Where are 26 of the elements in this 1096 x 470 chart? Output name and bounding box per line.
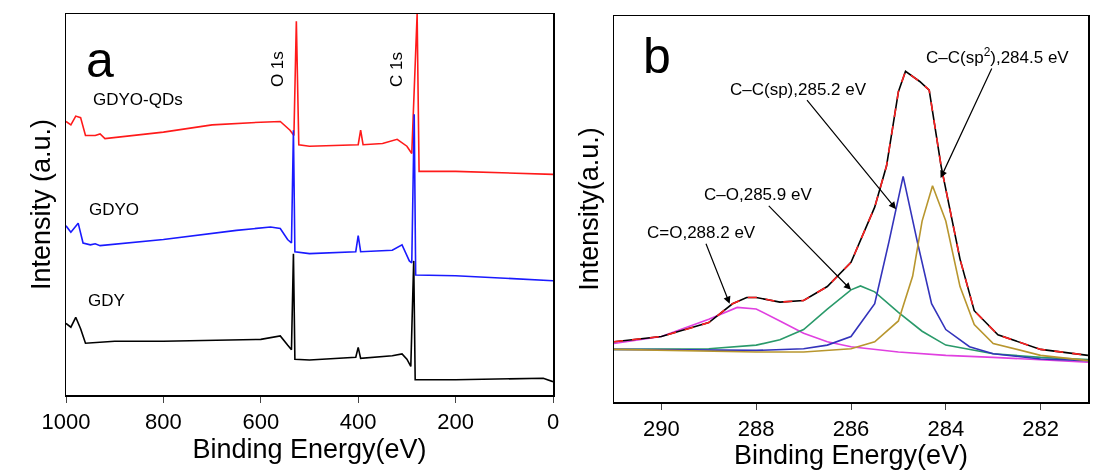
annotation: b	[643, 28, 671, 84]
annotation: C 1s	[387, 51, 407, 87]
series-label: GDYO	[89, 200, 140, 219]
annotation: O 1s	[267, 51, 287, 88]
annotation: C–C(sp),285.2 eV	[730, 80, 867, 99]
annotation: a	[86, 32, 114, 88]
x-tick-label: 286	[832, 415, 870, 441]
y-axis-title: Intensity (a.u.)	[25, 118, 56, 291]
x-tick-label: 284	[927, 415, 965, 441]
x-axis-title: Binding Energy(eV)	[733, 440, 969, 470]
annotation: C=O,288.2 eV	[647, 223, 756, 242]
x-tick-label: 0	[546, 408, 560, 434]
x-tick-label: 600	[242, 408, 280, 434]
x-tick-label: 1000	[41, 408, 91, 434]
annotation: C–C(sp$^{2}$),284.5 eV	[926, 45, 1070, 68]
x-tick-label: 282	[1022, 415, 1059, 441]
x-tick-label: 200	[437, 408, 474, 434]
x-tick-label: 800	[145, 408, 182, 434]
x-axis-title: Binding Energy(eV)	[192, 433, 427, 464]
x-tick-label: 288	[737, 415, 775, 441]
x-tick-label: 290	[643, 415, 680, 441]
series-label: GDYO-QDs	[93, 90, 183, 109]
y-axis-title: Intensity(a.u.)	[573, 127, 604, 291]
x-tick-label: 400	[339, 408, 377, 434]
annotation: C–O,285.9 eV	[704, 185, 813, 204]
series-label: GDY	[88, 291, 125, 310]
